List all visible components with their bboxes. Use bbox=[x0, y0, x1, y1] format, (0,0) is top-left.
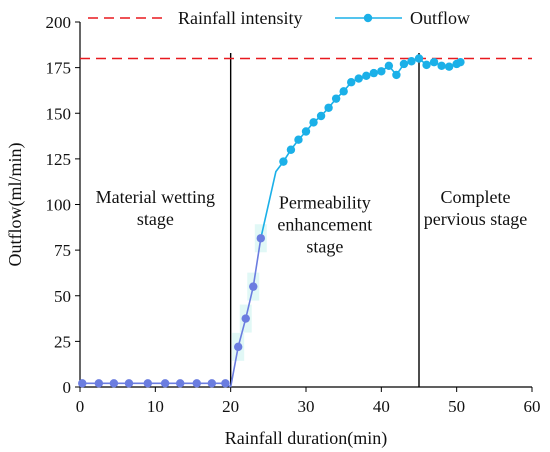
outflow-point bbox=[286, 145, 296, 154]
y-tick-label: 175 bbox=[46, 59, 72, 78]
outflow-point bbox=[422, 60, 431, 70]
outflow-point bbox=[414, 54, 424, 63]
outflow-point bbox=[256, 234, 265, 243]
outflow-point bbox=[362, 71, 371, 81]
y-tick-label: 200 bbox=[46, 13, 72, 32]
outflow-point bbox=[407, 57, 416, 66]
outflow-point bbox=[324, 103, 333, 112]
outflow-point bbox=[221, 379, 230, 388]
stage-label: Complete bbox=[441, 187, 511, 207]
outflow-point bbox=[234, 342, 243, 352]
y-tick-label: 50 bbox=[54, 287, 71, 306]
stage-label: pervious stage bbox=[424, 209, 527, 229]
x-tick-label: 40 bbox=[373, 397, 390, 416]
y-tick-label: 150 bbox=[46, 104, 72, 123]
outflow-point bbox=[309, 118, 318, 127]
outflow-point bbox=[377, 67, 386, 76]
outflow-point bbox=[369, 68, 378, 78]
x-tick-label: 10 bbox=[147, 397, 164, 416]
stage-label: stage bbox=[306, 237, 343, 257]
x-tick-label: 20 bbox=[222, 397, 239, 416]
legend-label-rainfall: Rainfall intensity bbox=[178, 8, 302, 28]
outflow-point bbox=[294, 135, 303, 144]
outflow-point bbox=[249, 282, 258, 291]
outflow-point bbox=[78, 379, 87, 388]
outflow-point bbox=[392, 70, 401, 80]
outflow-point bbox=[339, 87, 348, 96]
outflow-point bbox=[160, 379, 170, 388]
outflow-point bbox=[354, 74, 363, 83]
outflow-point bbox=[143, 379, 152, 388]
outflow-point bbox=[124, 379, 134, 388]
legend-marker-outflow bbox=[363, 13, 373, 23]
outflow-point bbox=[109, 379, 119, 388]
y-tick-label: 25 bbox=[54, 332, 71, 351]
outflow-point bbox=[301, 127, 311, 136]
x-tick-label: 60 bbox=[524, 397, 541, 416]
x-tick-label: 30 bbox=[298, 397, 315, 416]
y-tick-label: 0 bbox=[63, 378, 72, 397]
outflow-point bbox=[279, 157, 288, 166]
y-tick-label: 75 bbox=[54, 241, 71, 260]
x-axis-title: Rainfall duration(min) bbox=[225, 428, 387, 449]
outflow-point bbox=[347, 78, 356, 87]
outflow-point bbox=[192, 379, 201, 388]
x-tick-label: 0 bbox=[76, 397, 85, 416]
x-tick-label: 50 bbox=[448, 397, 465, 416]
y-tick-label: 125 bbox=[46, 150, 72, 169]
outflow-point bbox=[437, 61, 446, 70]
outflow-point bbox=[207, 379, 217, 388]
stage-label: Material wetting bbox=[96, 187, 215, 207]
outflow-point bbox=[94, 379, 104, 388]
legend-label-outflow: Outflow bbox=[410, 8, 470, 28]
outflow-point bbox=[456, 57, 465, 67]
outflow-point bbox=[241, 314, 250, 323]
stage-label: Permeability bbox=[279, 193, 371, 213]
outflow-point bbox=[444, 62, 454, 71]
outflow-point bbox=[175, 379, 185, 388]
stage-label: stage bbox=[137, 209, 174, 229]
outflow-point bbox=[316, 111, 326, 121]
outflow-point bbox=[399, 59, 409, 69]
legend: Rainfall intensity Outflow bbox=[88, 8, 470, 28]
outflow-point bbox=[331, 94, 341, 103]
outflow-point bbox=[384, 61, 394, 70]
stage-label: enhancement bbox=[277, 215, 372, 235]
outflow-point bbox=[429, 57, 439, 67]
y-axis-title: Outflow(ml/min) bbox=[5, 143, 26, 267]
y-tick-label: 100 bbox=[46, 196, 72, 215]
